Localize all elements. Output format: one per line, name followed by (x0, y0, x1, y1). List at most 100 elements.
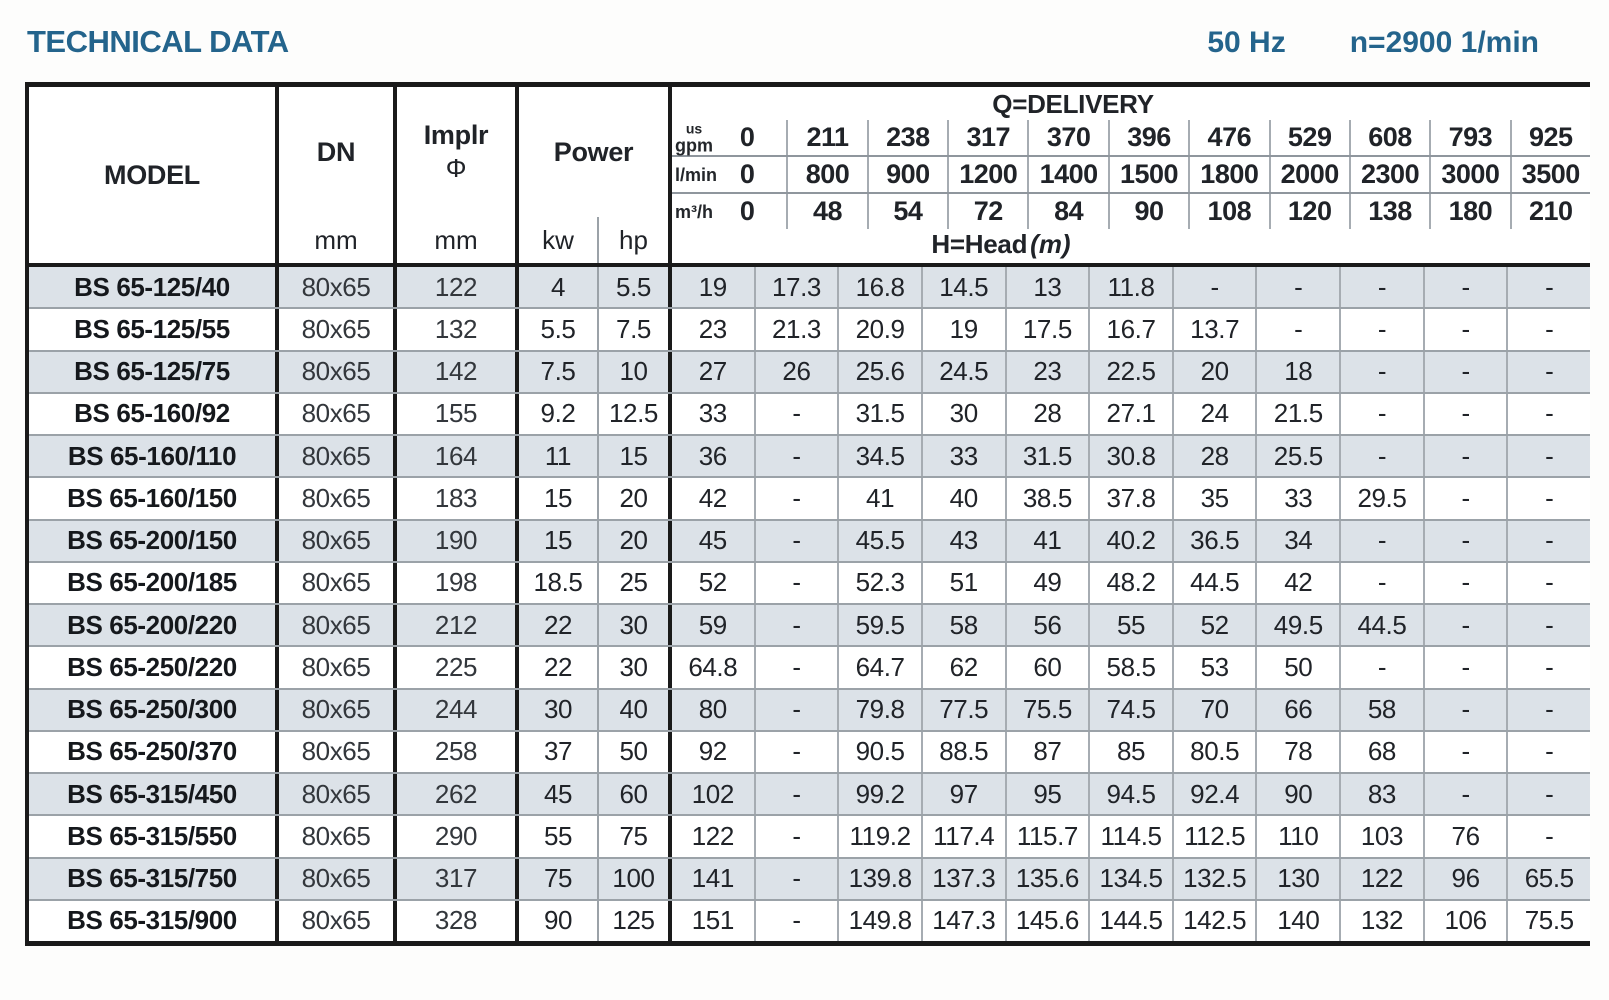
head-value-cell: - (753, 858, 838, 899)
power-hp-cell: 75 (597, 816, 672, 857)
head-value-cell: 31.5 (1004, 436, 1089, 477)
head-value-cell: 49.5 (1255, 605, 1339, 646)
model-cell: BS 65-250/370 (29, 731, 279, 772)
power-kw-unit-label: kw (542, 224, 574, 255)
power-header-label: Power (553, 136, 634, 167)
head-value-cell: 66 (1255, 689, 1339, 730)
dn-unit-label: mm (314, 224, 358, 255)
head-value-cell: 33 (920, 436, 1005, 477)
lmin-unit-label: l/min (675, 164, 718, 185)
head-value-cell: 64.7 (837, 647, 921, 688)
head-value-cell: 144.5 (1088, 900, 1172, 941)
head-value-cell: 36 (698, 440, 728, 471)
head-value-cell: 51 (920, 562, 1005, 603)
head-value-cell: 20.9 (837, 309, 921, 350)
head-value-cell: 96 (1422, 858, 1507, 899)
model-cell: BS 65-160/110 (29, 436, 279, 477)
head-value-cell: 53 (1171, 647, 1256, 688)
head-value-cell: - (1422, 436, 1507, 477)
power-kw-cell: 11 (544, 440, 572, 471)
head-value-cell: - (753, 605, 838, 646)
delivery-flow-value: 476 (1188, 120, 1268, 155)
head-value-cell: - (1506, 774, 1590, 815)
head-value-cell: 45.5 (837, 520, 921, 561)
impeller-cell: 122 (397, 267, 519, 308)
delivery-flow-value: 0 (739, 122, 755, 152)
head-value-cell: - (1506, 267, 1590, 308)
head-value-cell: 34.5 (837, 436, 921, 477)
delivery-flow-value: 0 (739, 159, 755, 189)
head-value-cell: - (1422, 478, 1507, 519)
head-value-cell: 83 (1339, 774, 1423, 815)
table-row: BS 65-250/300 80x65 244 30 40 80-79.8 77.5 75.5… (29, 687, 1590, 730)
head-value-cell: 42 (1255, 562, 1339, 603)
impeller-cell: 190 (397, 520, 519, 561)
head-value-cell: 64.8 (688, 651, 738, 682)
head-value-cell: 130 (1255, 858, 1339, 899)
head-value-cell: 92 (698, 736, 728, 767)
delivery-flow-value: 238 (866, 120, 947, 155)
delivery-flow-value: 48 (786, 194, 866, 229)
head-value-cell: 40 (920, 478, 1005, 519)
head-value-cell: 50 (1255, 647, 1339, 688)
head-value-cell: 122 (1339, 858, 1423, 899)
head-value-cell: 99.2 (837, 774, 921, 815)
head-value-cell: - (1506, 351, 1590, 392)
delivery-flow-value: 54 (866, 194, 947, 229)
table-row: BS 65-200/185 80x65 198 18.5 25 52-52.3 51 49 48… (29, 560, 1590, 603)
delivery-flow-value: 120 (1268, 194, 1349, 229)
head-value-cell: 24.5 (920, 351, 1005, 392)
impeller-header: Implr Φ mm (397, 87, 519, 263)
head-value-cell: - (753, 393, 838, 434)
impeller-cell: 244 (397, 689, 519, 730)
head-value-cell: 16.7 (1088, 309, 1172, 350)
impeller-cell: 225 (397, 647, 519, 688)
head-value-cell: - (1422, 267, 1507, 308)
model-header-label: MODEL (104, 159, 200, 190)
model-cell: BS 65-315/450 (29, 774, 279, 815)
head-value-cell: 85 (1088, 731, 1172, 772)
head-value-cell: 11.8 (1088, 267, 1172, 308)
delivery-flow-value: 2300 (1348, 157, 1429, 192)
dn-cell: 80x65 (279, 436, 397, 477)
delivery-header: Q=DELIVERY us gpm 0 211 238 317 370 396 476 529… (672, 87, 1590, 263)
head-value-cell: 151 (691, 905, 735, 936)
dn-cell: 80x65 (279, 393, 397, 434)
head-value-cell: - (753, 436, 838, 477)
delivery-flow-value: 180 (1429, 194, 1509, 229)
dn-cell: 80x65 (279, 520, 397, 561)
power-hp-cell: 20 (597, 478, 672, 519)
table-row: BS 65-315/450 80x65 262 45 60 102-99.2 97 95 94.… (29, 772, 1590, 815)
delivery-flow-value: 800 (786, 157, 866, 192)
delivery-flow-value: 2000 (1268, 157, 1349, 192)
head-value-cell: - (1422, 393, 1507, 434)
head-value-cell: 90 (1255, 774, 1339, 815)
head-value-cell: 119.2 (837, 816, 921, 857)
head-value-cell: 135.6 (1004, 858, 1089, 899)
delivery-flow-value: 900 (866, 157, 947, 192)
table-row: BS 65-125/40 80x65 122 4 5.5 19 17.3 16.8 14.5 13… (29, 267, 1590, 308)
flow-unit-row-m3h: m³/h 0 48 54 72 84 90 108 120 138 180 210 (672, 192, 1590, 229)
power-hp-cell: 20 (597, 520, 672, 561)
model-cell: BS 65-315/750 (29, 858, 279, 899)
head-value-cell: 43 (920, 520, 1005, 561)
dn-cell: 80x65 (279, 605, 397, 646)
head-value-cell: 132 (1339, 900, 1423, 941)
head-value-cell: 25.6 (837, 351, 921, 392)
power-hp-cell: 60 (597, 774, 672, 815)
head-value-cell: 52 (1171, 605, 1256, 646)
head-value-cell: 139.8 (837, 858, 921, 899)
head-value-cell: - (1506, 816, 1590, 857)
head-value-cell: 103 (1339, 816, 1423, 857)
head-value-cell: - (753, 731, 838, 772)
power-hp-cell: 5.5 (597, 267, 672, 308)
head-value-cell: 114.5 (1088, 816, 1172, 857)
head-value-cell: - (1506, 520, 1590, 561)
head-value-cell: - (1339, 267, 1423, 308)
head-value-cell: 49 (1004, 562, 1089, 603)
dn-cell: 80x65 (279, 478, 397, 519)
delivery-flow-value: 925 (1509, 120, 1590, 155)
head-title: H=Head (m) (542, 229, 1460, 263)
model-cell: BS 65-315/900 (29, 900, 279, 941)
head-value-cell: 23 (698, 313, 728, 344)
